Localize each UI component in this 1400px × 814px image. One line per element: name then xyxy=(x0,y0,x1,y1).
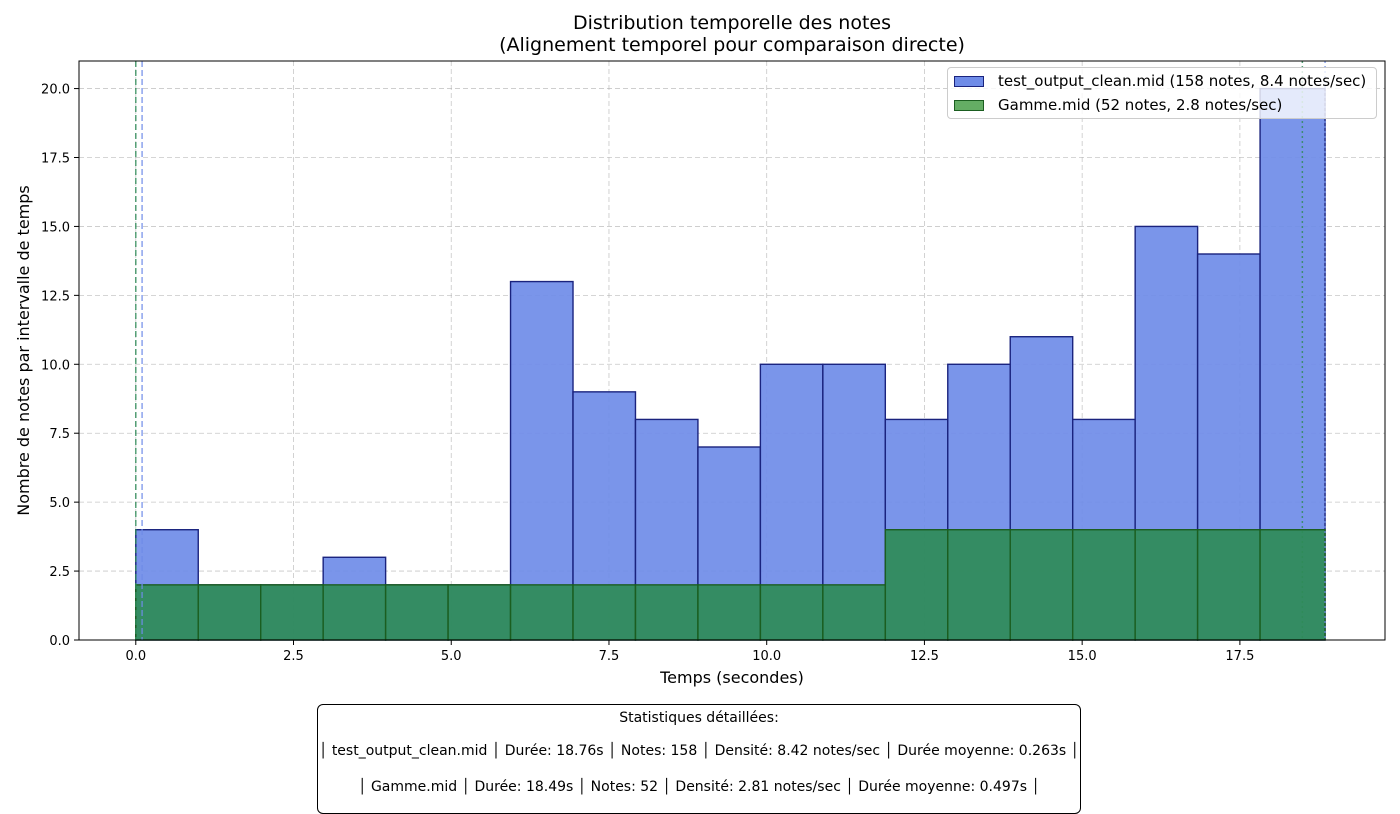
stats-title: Statistiques détaillées: xyxy=(619,710,779,726)
bar-gamme xyxy=(197,584,262,641)
y-tick-label: 17.5 xyxy=(41,152,70,167)
bar-gamme xyxy=(1259,529,1326,641)
y-tick-label: 2.5 xyxy=(49,565,70,580)
bar-gamme xyxy=(884,529,949,641)
x-axis-label: Temps (secondes) xyxy=(659,668,804,687)
bar-gamme xyxy=(447,584,512,641)
legend: test_output_clean.mid (158 notes, 8.4 no… xyxy=(947,67,1377,119)
y-tick-label: 7.5 xyxy=(49,427,70,442)
stats-line-test-output: │ test_output_clean.mid │ Durée: 18.76s … xyxy=(318,743,1080,759)
bar-gamme xyxy=(1134,529,1199,641)
bar-gamme xyxy=(759,584,824,641)
legend-item-gamme: Gamme.mid (52 notes, 2.8 notes/sec) xyxy=(954,95,1282,115)
chart-subtitle: (Alignement temporel pour comparaison di… xyxy=(499,34,965,56)
x-tick-label: 12.5 xyxy=(910,649,939,664)
bar-gamme xyxy=(1071,529,1136,641)
bar-gamme xyxy=(135,584,199,641)
legend-label: Gamme.mid (52 notes, 2.8 notes/sec) xyxy=(998,96,1283,114)
bar-gamme xyxy=(1009,529,1074,641)
bar-gamme xyxy=(822,584,887,641)
x-tick-label: 7.5 xyxy=(599,649,620,664)
stats-line-gamme: │ Gamme.mid │ Durée: 18.49s │ Notes: 52 … xyxy=(358,779,1040,795)
legend-swatch-green xyxy=(954,99,984,111)
bar-test-output xyxy=(509,280,574,641)
bar-gamme xyxy=(384,584,449,641)
y-tick-label: 5.0 xyxy=(49,496,70,511)
x-tick-label: 5.0 xyxy=(441,649,462,664)
chart-title: Distribution temporelle des notes xyxy=(573,12,891,34)
y-tick-label: 0.0 xyxy=(49,634,70,649)
legend-swatch-blue xyxy=(954,75,984,87)
legend-item-test-output: test_output_clean.mid (158 notes, 8.4 no… xyxy=(954,71,1366,91)
y-tick-label: 12.5 xyxy=(41,289,70,304)
y-tick-label: 10.0 xyxy=(41,358,70,373)
x-tick-label: 2.5 xyxy=(283,649,304,664)
bar-gamme xyxy=(1196,529,1261,641)
bar-gamme xyxy=(697,584,762,641)
y-tick-label: 20.0 xyxy=(41,83,70,98)
bar-gamme xyxy=(634,584,699,641)
legend-label: test_output_clean.mid (158 notes, 8.4 no… xyxy=(998,72,1367,90)
bar-gamme xyxy=(322,584,387,641)
bar-gamme xyxy=(260,584,324,641)
bar-gamme xyxy=(509,584,574,641)
stats-box: Statistiques détaillées: │ test_output_c… xyxy=(317,704,1081,814)
y-tick-label: 15.0 xyxy=(41,220,70,235)
x-tick-label: 10.0 xyxy=(752,649,781,664)
bar-gamme xyxy=(572,584,637,641)
bar-gamme xyxy=(947,529,1011,641)
x-tick-label: 0.0 xyxy=(125,649,146,664)
plot-frame xyxy=(78,60,1386,641)
x-tick-label: 15.0 xyxy=(1068,649,1097,664)
x-tick-label: 17.5 xyxy=(1225,649,1254,664)
y-axis-label: Nombre de notes par intervalle de temps xyxy=(14,185,33,516)
